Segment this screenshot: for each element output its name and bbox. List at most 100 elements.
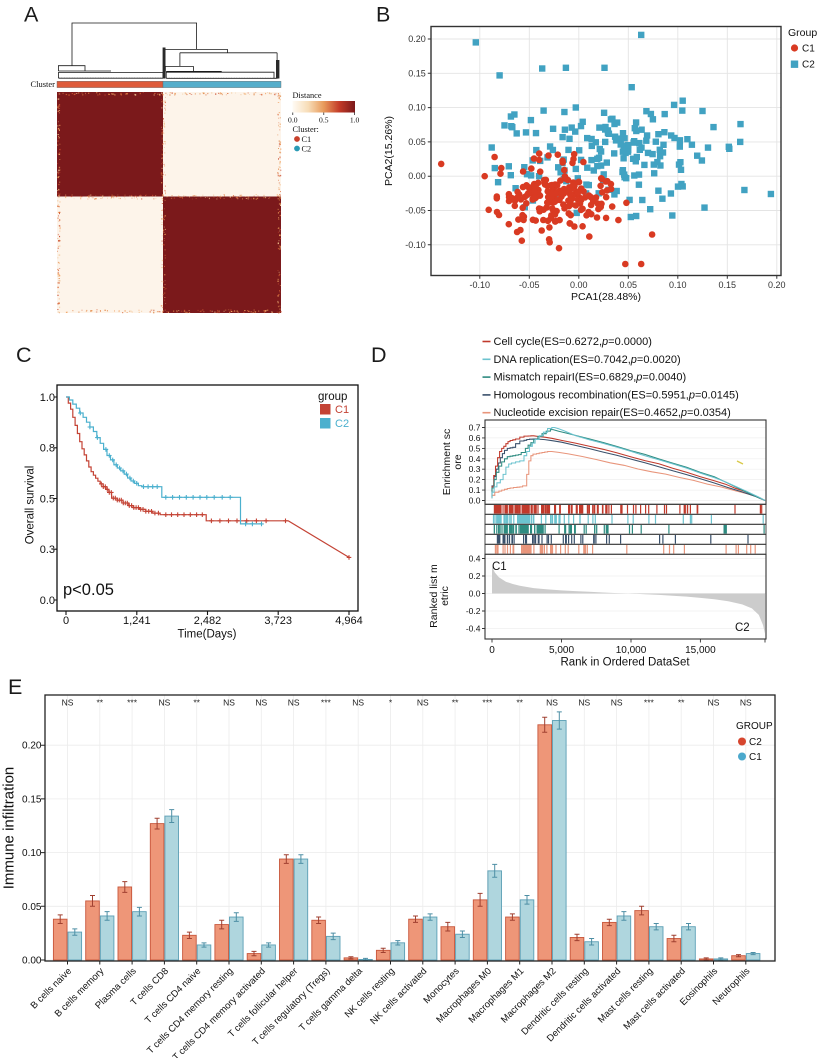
- svg-text:0.15: 0.15: [22, 794, 42, 805]
- svg-text:B: B: [376, 3, 390, 27]
- svg-text:C1: C1: [802, 44, 815, 55]
- svg-text:0.0: 0.0: [288, 116, 298, 125]
- svg-text:0.05: 0.05: [22, 902, 42, 913]
- svg-text:-0.05: -0.05: [405, 206, 426, 216]
- svg-text:0: 0: [63, 615, 69, 627]
- svg-text:0.15: 0.15: [408, 68, 426, 78]
- svg-text:C1: C1: [335, 404, 349, 416]
- svg-text:-0.2: -0.2: [466, 606, 481, 616]
- svg-text:0.6: 0.6: [469, 433, 481, 443]
- svg-text:0.8: 0.8: [40, 443, 55, 455]
- svg-text:Cluster: Cluster: [30, 79, 55, 89]
- svg-text:0.10: 0.10: [669, 280, 687, 290]
- svg-text:***: ***: [482, 698, 493, 708]
- svg-text:0.5: 0.5: [40, 493, 55, 505]
- svg-text:0.15: 0.15: [719, 280, 737, 290]
- svg-text:Overall survival: Overall survival: [25, 466, 37, 545]
- svg-text:Macrophages M0: Macrophages M0: [434, 966, 494, 1026]
- svg-text:-0.4: -0.4: [466, 624, 481, 634]
- svg-text:NS: NS: [352, 698, 364, 708]
- svg-text:***: ***: [644, 698, 655, 708]
- svg-text:Macrophages M1: Macrophages M1: [467, 966, 527, 1026]
- svg-text:0.05: 0.05: [620, 280, 638, 290]
- svg-text:C2: C2: [302, 144, 312, 153]
- svg-text:5,000: 5,000: [549, 645, 574, 656]
- svg-text:0.1: 0.1: [469, 485, 481, 495]
- svg-text:NS: NS: [223, 698, 235, 708]
- svg-text:0.20: 0.20: [768, 280, 786, 290]
- svg-text:PCA2(15.26%): PCA2(15.26%): [383, 116, 395, 186]
- svg-text:**: **: [96, 698, 103, 708]
- svg-text:C2: C2: [335, 418, 349, 430]
- svg-text:**: **: [516, 698, 523, 708]
- svg-text:0: 0: [489, 645, 495, 656]
- svg-text:15,000: 15,000: [685, 645, 716, 656]
- svg-text:Immune infiltration: Immune infiltration: [1, 767, 18, 890]
- svg-text:1,241: 1,241: [123, 615, 151, 627]
- svg-text:Macrophages M2: Macrophages M2: [499, 966, 559, 1026]
- svg-text:C1: C1: [749, 752, 762, 763]
- svg-text:0.3: 0.3: [469, 464, 481, 474]
- svg-text:p<0.05: p<0.05: [63, 581, 114, 599]
- svg-text:NS: NS: [288, 698, 300, 708]
- svg-text:0.4: 0.4: [469, 454, 481, 464]
- svg-text:group: group: [318, 391, 347, 403]
- svg-text:0.4: 0.4: [469, 554, 481, 564]
- svg-text:Enrichment sc: Enrichment sc: [441, 429, 453, 496]
- svg-text:ore: ore: [452, 454, 464, 469]
- svg-text:Homologous recombination(ES=0.: Homologous recombination(ES=0.5951,p=0.0…: [494, 389, 739, 401]
- svg-text:0.00: 0.00: [408, 171, 426, 181]
- svg-text:0.2: 0.2: [469, 475, 481, 485]
- svg-text:NS: NS: [708, 698, 720, 708]
- svg-text:**: **: [452, 698, 459, 708]
- svg-text:Rank in Ordered DataSet: Rank in Ordered DataSet: [560, 657, 690, 669]
- svg-text:0.3: 0.3: [40, 544, 55, 556]
- svg-text:C2: C2: [735, 622, 750, 634]
- svg-text:10,000: 10,000: [616, 645, 647, 656]
- svg-text:GROUP: GROUP: [736, 721, 773, 732]
- svg-text:NS: NS: [740, 698, 752, 708]
- svg-text:etric: etric: [439, 586, 451, 606]
- svg-text:A: A: [24, 3, 39, 27]
- svg-text:NS: NS: [611, 698, 623, 708]
- svg-text:Mast cells resting: Mast cells resting: [596, 966, 656, 1026]
- svg-text:*: *: [389, 698, 393, 708]
- svg-text:NK cells activated: NK cells activated: [368, 966, 429, 1027]
- svg-text:Mismatch repairI(ES=0.6829,p=0: Mismatch repairI(ES=0.6829,p=0.0040): [494, 372, 687, 384]
- svg-text:NS: NS: [578, 698, 590, 708]
- svg-text:-0.10: -0.10: [405, 240, 426, 250]
- svg-text:0.0: 0.0: [469, 589, 481, 599]
- svg-text:0.05: 0.05: [408, 137, 426, 147]
- svg-text:C2: C2: [802, 60, 815, 71]
- svg-text:T cells CD4 naive: T cells CD4 naive: [143, 966, 203, 1026]
- svg-text:Cluster:: Cluster:: [293, 125, 319, 134]
- svg-text:0.10: 0.10: [22, 848, 42, 859]
- svg-text:Cell cycle(ES=0.6272,p=0.0000): Cell cycle(ES=0.6272,p=0.0000): [494, 336, 652, 348]
- svg-text:Ranked list m: Ranked list m: [428, 564, 440, 628]
- svg-text:1.0: 1.0: [40, 392, 55, 404]
- svg-text:2,482: 2,482: [194, 615, 222, 627]
- svg-text:NS: NS: [62, 698, 74, 708]
- svg-text:**: **: [678, 698, 685, 708]
- svg-text:0.00: 0.00: [22, 956, 42, 967]
- svg-text:C: C: [16, 343, 32, 367]
- svg-text:NS: NS: [417, 698, 429, 708]
- svg-text:NS: NS: [255, 698, 267, 708]
- svg-text:0.20: 0.20: [408, 34, 426, 44]
- svg-text:0.00: 0.00: [570, 280, 588, 290]
- svg-text:***: ***: [127, 698, 138, 708]
- svg-text:3,723: 3,723: [264, 615, 292, 627]
- svg-text:C2: C2: [749, 737, 762, 748]
- svg-text:**: **: [193, 698, 200, 708]
- svg-text:0.5: 0.5: [319, 116, 329, 125]
- svg-text:C1: C1: [492, 561, 507, 573]
- svg-text:E: E: [8, 675, 22, 699]
- svg-text:Time(Days): Time(Days): [178, 629, 237, 641]
- svg-text:PCA1(28.48%): PCA1(28.48%): [571, 291, 641, 303]
- svg-text:Nucleotide excision repair(ES=: Nucleotide excision repair(ES=0.4652,p=0…: [494, 407, 731, 419]
- svg-text:0.20: 0.20: [22, 741, 42, 752]
- svg-text:D: D: [371, 343, 387, 367]
- svg-text:0.0: 0.0: [469, 496, 481, 506]
- svg-text:0.2: 0.2: [469, 571, 481, 581]
- svg-text:1.0: 1.0: [350, 116, 360, 125]
